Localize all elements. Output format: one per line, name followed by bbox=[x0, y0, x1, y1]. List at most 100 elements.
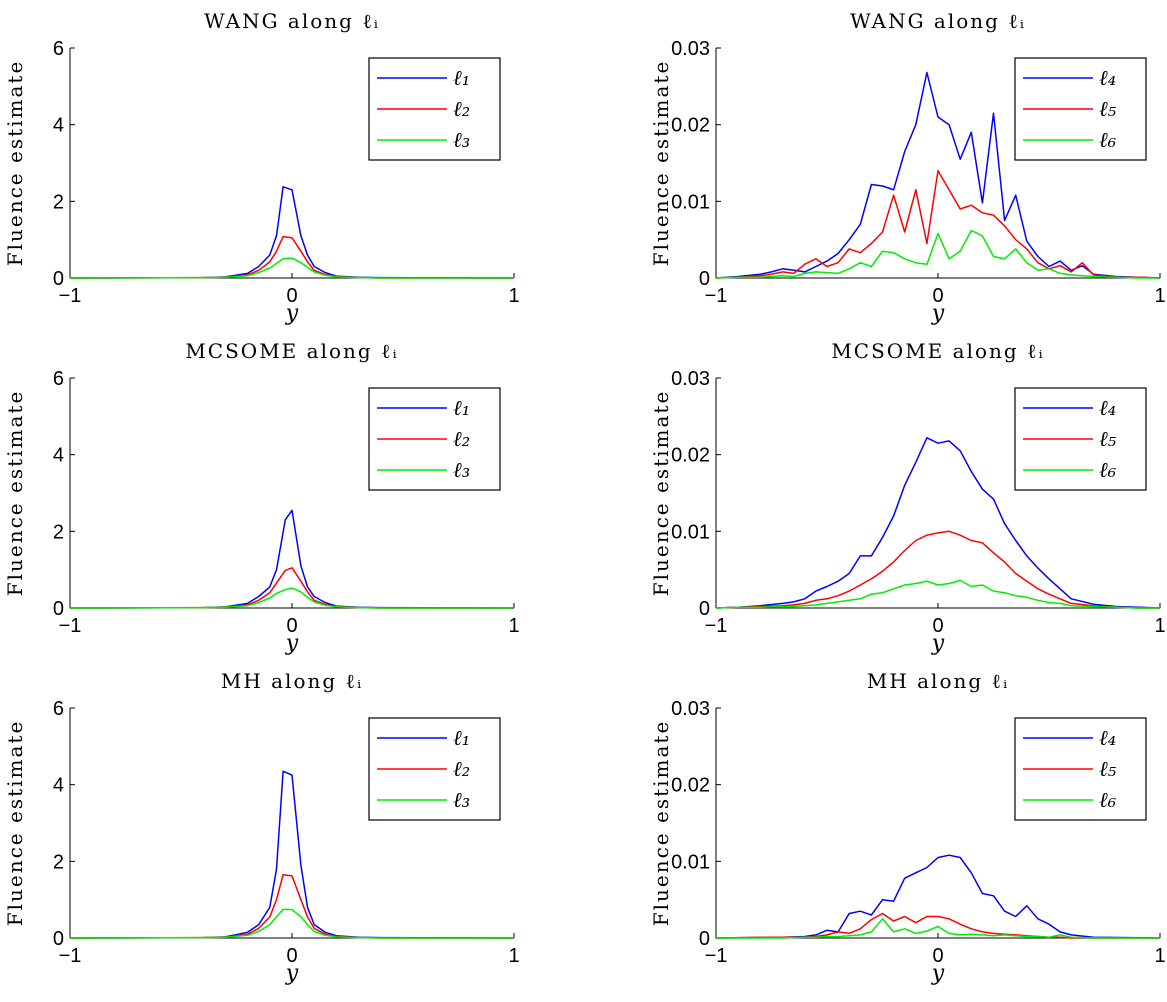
legend-label: ℓ₁ bbox=[453, 66, 470, 90]
x-tick-label: 1 bbox=[1154, 285, 1165, 307]
legend: ℓ₁ ℓ₂ ℓ₃ bbox=[368, 717, 501, 821]
y-tick-label: 0 bbox=[53, 598, 64, 620]
x-tick-label: 1 bbox=[1154, 615, 1165, 637]
legend: ℓ₄ ℓ₅ ℓ₆ bbox=[1014, 717, 1147, 821]
series-line bbox=[69, 257, 514, 279]
y-tick-label: 0.02 bbox=[671, 115, 710, 137]
x-tick-label: 0 bbox=[932, 285, 943, 307]
x-tick-label: −1 bbox=[59, 285, 82, 307]
series-line bbox=[715, 169, 1161, 279]
legend-label: ℓ₃ bbox=[453, 128, 470, 152]
y-tick-label: 6 bbox=[53, 698, 64, 720]
legend: ℓ₁ ℓ₂ ℓ₃ bbox=[368, 387, 501, 491]
y-axis-label: Fluence estimate bbox=[3, 720, 27, 927]
legend-label: ℓ₁ bbox=[453, 396, 470, 420]
chart-title: MCSOME along ℓᵢ bbox=[831, 339, 1044, 363]
x-tick-label: 0 bbox=[932, 945, 943, 967]
y-tick-label: 2 bbox=[53, 521, 64, 543]
chart-title: MCSOME along ℓᵢ bbox=[185, 339, 398, 363]
y-tick-label: 2 bbox=[53, 191, 64, 213]
series-line bbox=[715, 530, 1160, 609]
y-tick-label: 4 bbox=[53, 115, 64, 137]
x-axis-label: y bbox=[931, 961, 945, 986]
y-tick-label: 0.01 bbox=[671, 851, 710, 873]
x-tick-label: 0 bbox=[286, 285, 297, 307]
y-axis-label: Fluence estimate bbox=[3, 390, 27, 597]
series-line bbox=[715, 854, 1161, 939]
legend-label: ℓ₂ bbox=[453, 97, 470, 121]
series-line bbox=[715, 437, 1161, 609]
legend: ℓ₄ ℓ₅ ℓ₆ bbox=[1014, 387, 1147, 491]
y-axis-label: Fluence estimate bbox=[649, 720, 673, 927]
x-tick-label: 0 bbox=[932, 615, 943, 637]
y-tick-label: 0.03 bbox=[671, 368, 710, 390]
x-tick-label: 0 bbox=[286, 945, 297, 967]
chart-title: WANG along ℓᵢ bbox=[204, 9, 380, 33]
y-tick-label: 2 bbox=[53, 851, 64, 873]
series-line bbox=[69, 186, 515, 279]
x-tick-label: −1 bbox=[59, 945, 82, 967]
x-tick-label: −1 bbox=[705, 615, 728, 637]
x-tick-label: −1 bbox=[705, 945, 728, 967]
series-line bbox=[69, 235, 514, 279]
x-tick-label: 0 bbox=[286, 615, 297, 637]
y-tick-label: 0 bbox=[699, 268, 710, 290]
x-tick-label: 1 bbox=[1154, 945, 1165, 967]
series-line bbox=[69, 874, 514, 939]
y-axis-label: Fluence estimate bbox=[649, 60, 673, 267]
y-tick-label: 0.01 bbox=[671, 191, 710, 213]
legend-label: ℓ₂ bbox=[453, 757, 470, 781]
x-axis-label: y bbox=[931, 301, 945, 326]
legend-label: ℓ₆ bbox=[1099, 128, 1117, 152]
y-tick-label: 0.01 bbox=[671, 521, 710, 543]
legend-label: ℓ₄ bbox=[1099, 66, 1116, 90]
legend-label: ℓ₆ bbox=[1099, 788, 1117, 812]
x-tick-label: 1 bbox=[508, 945, 519, 967]
y-tick-label: 6 bbox=[53, 38, 64, 60]
legend: ℓ₁ ℓ₂ ℓ₃ bbox=[368, 57, 501, 161]
legend-label: ℓ₄ bbox=[1099, 726, 1116, 750]
y-axis-label: Fluence estimate bbox=[3, 60, 27, 267]
y-tick-label: 4 bbox=[53, 445, 64, 467]
y-tick-label: 4 bbox=[53, 775, 64, 797]
y-tick-label: 0 bbox=[53, 928, 64, 950]
y-tick-label: 0.02 bbox=[671, 775, 710, 797]
y-axis-label: Fluence estimate bbox=[649, 390, 673, 597]
x-axis-label: y bbox=[285, 301, 299, 326]
x-tick-label: 1 bbox=[508, 615, 519, 637]
legend-label: ℓ₅ bbox=[1099, 757, 1117, 781]
legend-label: ℓ₃ bbox=[453, 788, 470, 812]
legend-label: ℓ₆ bbox=[1099, 458, 1117, 482]
series-line bbox=[715, 71, 1161, 279]
series-line bbox=[716, 918, 1160, 939]
legend-label: ℓ₃ bbox=[453, 458, 470, 482]
x-tick-label: −1 bbox=[59, 615, 82, 637]
y-tick-label: 0.03 bbox=[671, 698, 710, 720]
series-line bbox=[715, 229, 1160, 279]
legend: ℓ₄ ℓ₅ ℓ₆ bbox=[1014, 57, 1147, 161]
legend-label: ℓ₄ bbox=[1099, 396, 1116, 420]
legend-label: ℓ₁ bbox=[453, 726, 470, 750]
chart-title: MH along ℓᵢ bbox=[221, 669, 363, 693]
chart-title: WANG along ℓᵢ bbox=[850, 9, 1026, 33]
series-line bbox=[69, 509, 515, 609]
x-tick-label: −1 bbox=[705, 285, 728, 307]
series-line bbox=[69, 908, 514, 939]
y-tick-label: 0.03 bbox=[671, 38, 710, 60]
x-tick-label: 1 bbox=[508, 285, 519, 307]
x-axis-label: y bbox=[931, 631, 945, 656]
series-line bbox=[69, 587, 514, 609]
y-tick-label: 0 bbox=[699, 598, 710, 620]
chart-title: MH along ℓᵢ bbox=[867, 669, 1009, 693]
y-tick-label: 6 bbox=[53, 368, 64, 390]
y-tick-label: 0 bbox=[53, 268, 64, 290]
legend-label: ℓ₂ bbox=[453, 427, 470, 451]
y-tick-label: 0.02 bbox=[671, 445, 710, 467]
legend-label: ℓ₅ bbox=[1099, 97, 1117, 121]
